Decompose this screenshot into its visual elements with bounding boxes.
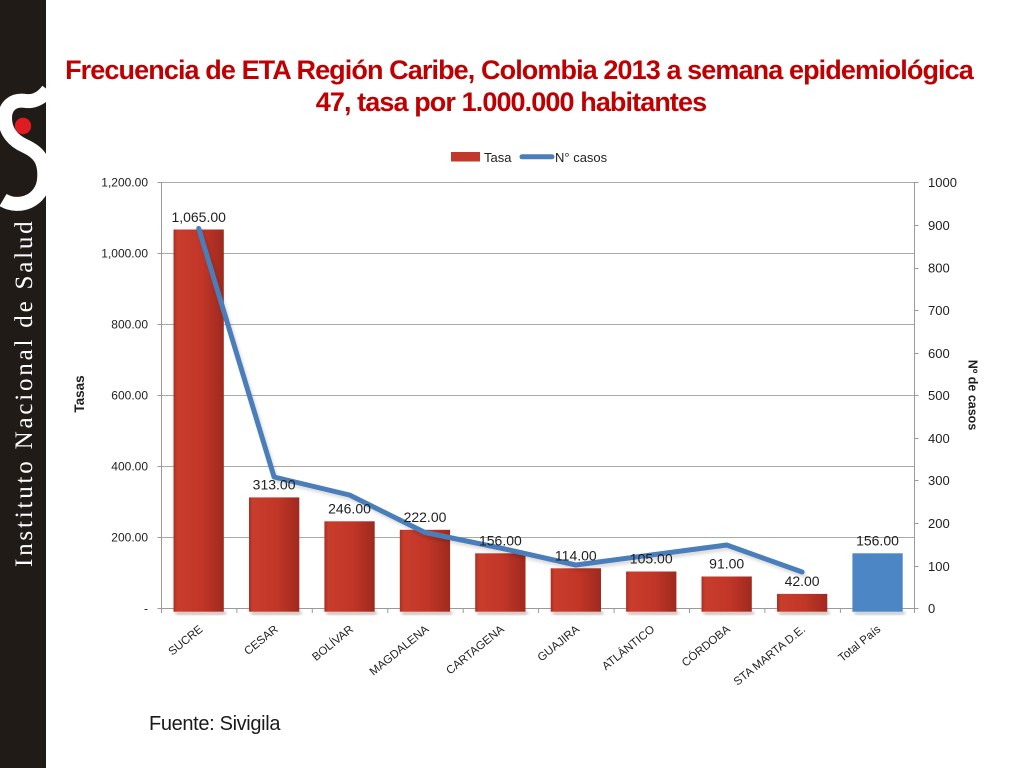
svg-text:600.00: 600.00 [111,389,148,403]
svg-text:1,065.00: 1,065.00 [171,209,226,225]
svg-text:105.00: 105.00 [630,551,673,567]
svg-text:STA MARTA D.E.: STA MARTA D.E. [732,624,808,689]
svg-text:313.00: 313.00 [253,477,296,493]
svg-text:1000: 1000 [928,175,957,190]
svg-text:Total País: Total País [836,623,883,664]
svg-text:156.00: 156.00 [479,533,522,549]
svg-text:300: 300 [928,473,950,488]
svg-text:42.00: 42.00 [785,573,820,589]
svg-text:CARTAGENA: CARTAGENA [444,623,507,677]
svg-text:-: - [144,602,148,616]
svg-text:800.00: 800.00 [111,318,148,332]
svg-text:CESAR: CESAR [242,624,280,658]
svg-text:400.00: 400.00 [111,460,148,474]
svg-text:156.00: 156.00 [856,533,899,549]
svg-text:MAGDALENA: MAGDALENA [368,623,432,678]
svg-text:200.00: 200.00 [111,531,148,545]
svg-text:CÓRDOBA: CÓRDOBA [679,623,733,670]
svg-text:600: 600 [928,346,950,361]
svg-text:Tasas: Tasas [72,375,87,412]
svg-text:900: 900 [928,218,950,233]
svg-text:91.00: 91.00 [709,556,744,572]
svg-text:0: 0 [928,601,935,616]
svg-text:ATLÁNTICO: ATLÁNTICO [600,623,658,673]
svg-text:222.00: 222.00 [404,509,447,525]
svg-text:Nº de casos: Nº de casos [966,360,980,431]
svg-text:GUAJIRA: GUAJIRA [536,623,583,664]
svg-text:400: 400 [928,431,950,446]
svg-text:200: 200 [928,516,950,531]
svg-text:N° casos: N° casos [555,150,608,165]
svg-text:700: 700 [928,303,950,318]
svg-text:100: 100 [928,559,950,574]
svg-text:1,200.00: 1,200.00 [101,176,148,190]
svg-text:800: 800 [928,261,950,276]
svg-text:1,000.00: 1,000.00 [101,247,148,261]
svg-text:246.00: 246.00 [328,501,371,517]
svg-text:BOLÍVAR: BOLÍVAR [310,623,356,664]
svg-text:114.00: 114.00 [555,548,597,564]
svg-text:Tasa: Tasa [484,150,512,165]
svg-text:500: 500 [928,388,950,403]
svg-text:SUCRE: SUCRE [167,623,206,658]
